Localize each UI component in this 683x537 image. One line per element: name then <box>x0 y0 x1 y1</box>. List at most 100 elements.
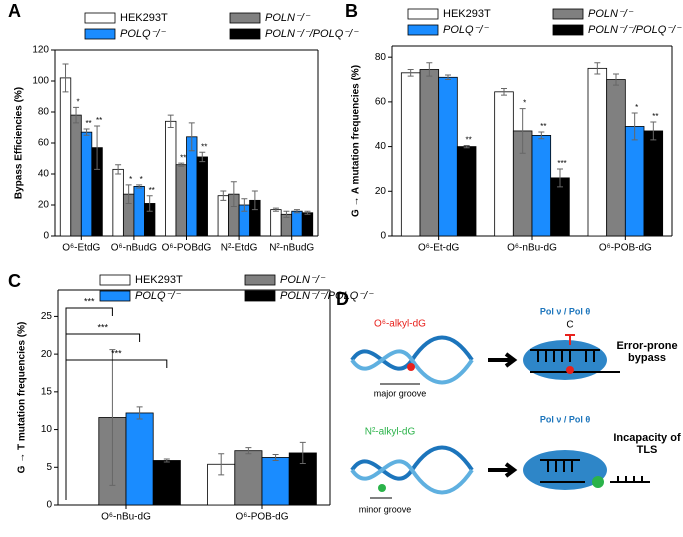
y-tick-label: 15 <box>41 386 53 397</box>
error-bar <box>631 112 638 141</box>
lesion-mark <box>592 476 604 488</box>
bar <box>400 72 421 237</box>
y-tick-label: 60 <box>375 97 387 108</box>
error-bar <box>501 87 507 96</box>
legend-swatch <box>84 28 116 40</box>
panel-letter: B <box>345 1 358 21</box>
y-tick-label: 80 <box>375 52 387 63</box>
polymerase-label: Pol ν / Pol θ <box>540 414 591 424</box>
legend-swatch <box>407 24 439 36</box>
polymerase-label: Pol ν / Pol θ <box>540 306 591 316</box>
dna-template <box>540 459 650 483</box>
legend-swatch <box>99 290 131 302</box>
legend-label: POLN⁻/⁻ <box>265 12 311 24</box>
significance: ** <box>180 153 186 162</box>
legend-label: HEK293T <box>443 8 491 20</box>
error-bar <box>220 190 227 201</box>
legend-swatch <box>407 8 439 20</box>
x-tick-label: O⁶-Et-dG <box>418 243 460 254</box>
bar <box>234 450 263 506</box>
error-bar <box>188 122 195 152</box>
y-tick-label: 0 <box>380 231 386 242</box>
legend-swatch <box>244 290 276 302</box>
error-bar <box>73 106 80 124</box>
dna-strand <box>350 349 474 385</box>
y-tick-label: 80 <box>38 107 50 118</box>
bar <box>70 114 82 237</box>
bar <box>291 210 303 237</box>
legend-swatch <box>552 24 584 36</box>
significance: ** <box>96 116 102 125</box>
error-bar <box>407 68 414 77</box>
panel-letter: A <box>8 1 21 21</box>
x-tick-label: O⁶-nBudG <box>111 243 158 254</box>
significance: * <box>140 175 143 184</box>
significance: ** <box>201 142 207 151</box>
incoming-base <box>565 334 575 345</box>
arrow <box>488 462 518 478</box>
legend-label: POLN⁻/⁻/POLQ⁻/⁻ <box>265 28 359 40</box>
error-bar <box>178 162 185 167</box>
error-bar <box>463 144 470 149</box>
error-bar <box>125 184 132 204</box>
error-bar <box>299 441 306 465</box>
y-tick-label: 0 <box>46 500 52 511</box>
x-tick-label: O⁶-nBu-dG <box>507 243 557 254</box>
error-bar <box>245 447 252 455</box>
error-bar <box>538 131 545 140</box>
significance: *** <box>557 159 566 168</box>
dna-strand <box>350 445 474 481</box>
groove-label: minor groove <box>359 504 412 514</box>
significance: * <box>129 175 132 184</box>
error-bar <box>83 128 90 136</box>
bar <box>456 146 477 237</box>
y-tick-label: 0 <box>43 231 49 242</box>
significance: ** <box>466 136 472 145</box>
x-tick-label: O⁶-POB-dG <box>599 243 652 254</box>
legend-swatch <box>552 8 584 20</box>
error-bar <box>167 114 174 128</box>
y-tick-label: 40 <box>38 169 50 180</box>
bar <box>531 135 552 237</box>
error-bar <box>445 74 451 81</box>
error-bar <box>136 406 143 420</box>
bar <box>133 185 145 237</box>
dna-template <box>530 349 620 373</box>
y-axis-title: Bypass Efficiencies (%) <box>14 87 25 199</box>
y-tick-label: 25 <box>41 311 53 322</box>
error-bar <box>241 198 248 212</box>
outcome: Incapacity of TLS <box>613 432 681 456</box>
x-tick-label: N²-nBudG <box>269 243 314 254</box>
outcome-label: Incapacity of TLS <box>613 432 681 456</box>
error-bar <box>163 458 170 463</box>
bar <box>152 460 181 506</box>
bar <box>606 79 626 237</box>
bar <box>270 209 282 237</box>
bar <box>125 412 154 506</box>
error-bar <box>62 63 69 93</box>
error-bar <box>94 125 101 170</box>
legend-swatch <box>244 274 276 286</box>
error-bar <box>272 453 279 461</box>
x-tick-label: O⁶-EtdG <box>62 243 100 254</box>
significance: * <box>635 103 638 112</box>
bar <box>261 457 290 506</box>
y-tick-label: 10 <box>41 424 53 435</box>
x-tick-label: O⁶-POB-dG <box>235 512 288 523</box>
legend-label: POLQ⁻/⁻ <box>120 28 166 40</box>
error-bar <box>272 207 279 212</box>
bar <box>301 212 314 237</box>
legend-swatch <box>99 274 131 286</box>
legend-label: POLN⁻/⁻/POLQ⁻/⁻ <box>280 290 374 302</box>
panel-letter: D <box>336 289 349 309</box>
error-bar <box>251 190 258 211</box>
arrow <box>488 352 518 368</box>
bar <box>419 69 440 237</box>
bar <box>217 195 229 237</box>
y-tick-label: 120 <box>32 45 49 56</box>
diagram: D major groove O⁶-alkyl-dG C Pol ν / Pol… <box>336 289 681 515</box>
y-tick-label: 20 <box>38 200 50 211</box>
error-bar <box>519 108 526 154</box>
bar <box>165 120 177 237</box>
